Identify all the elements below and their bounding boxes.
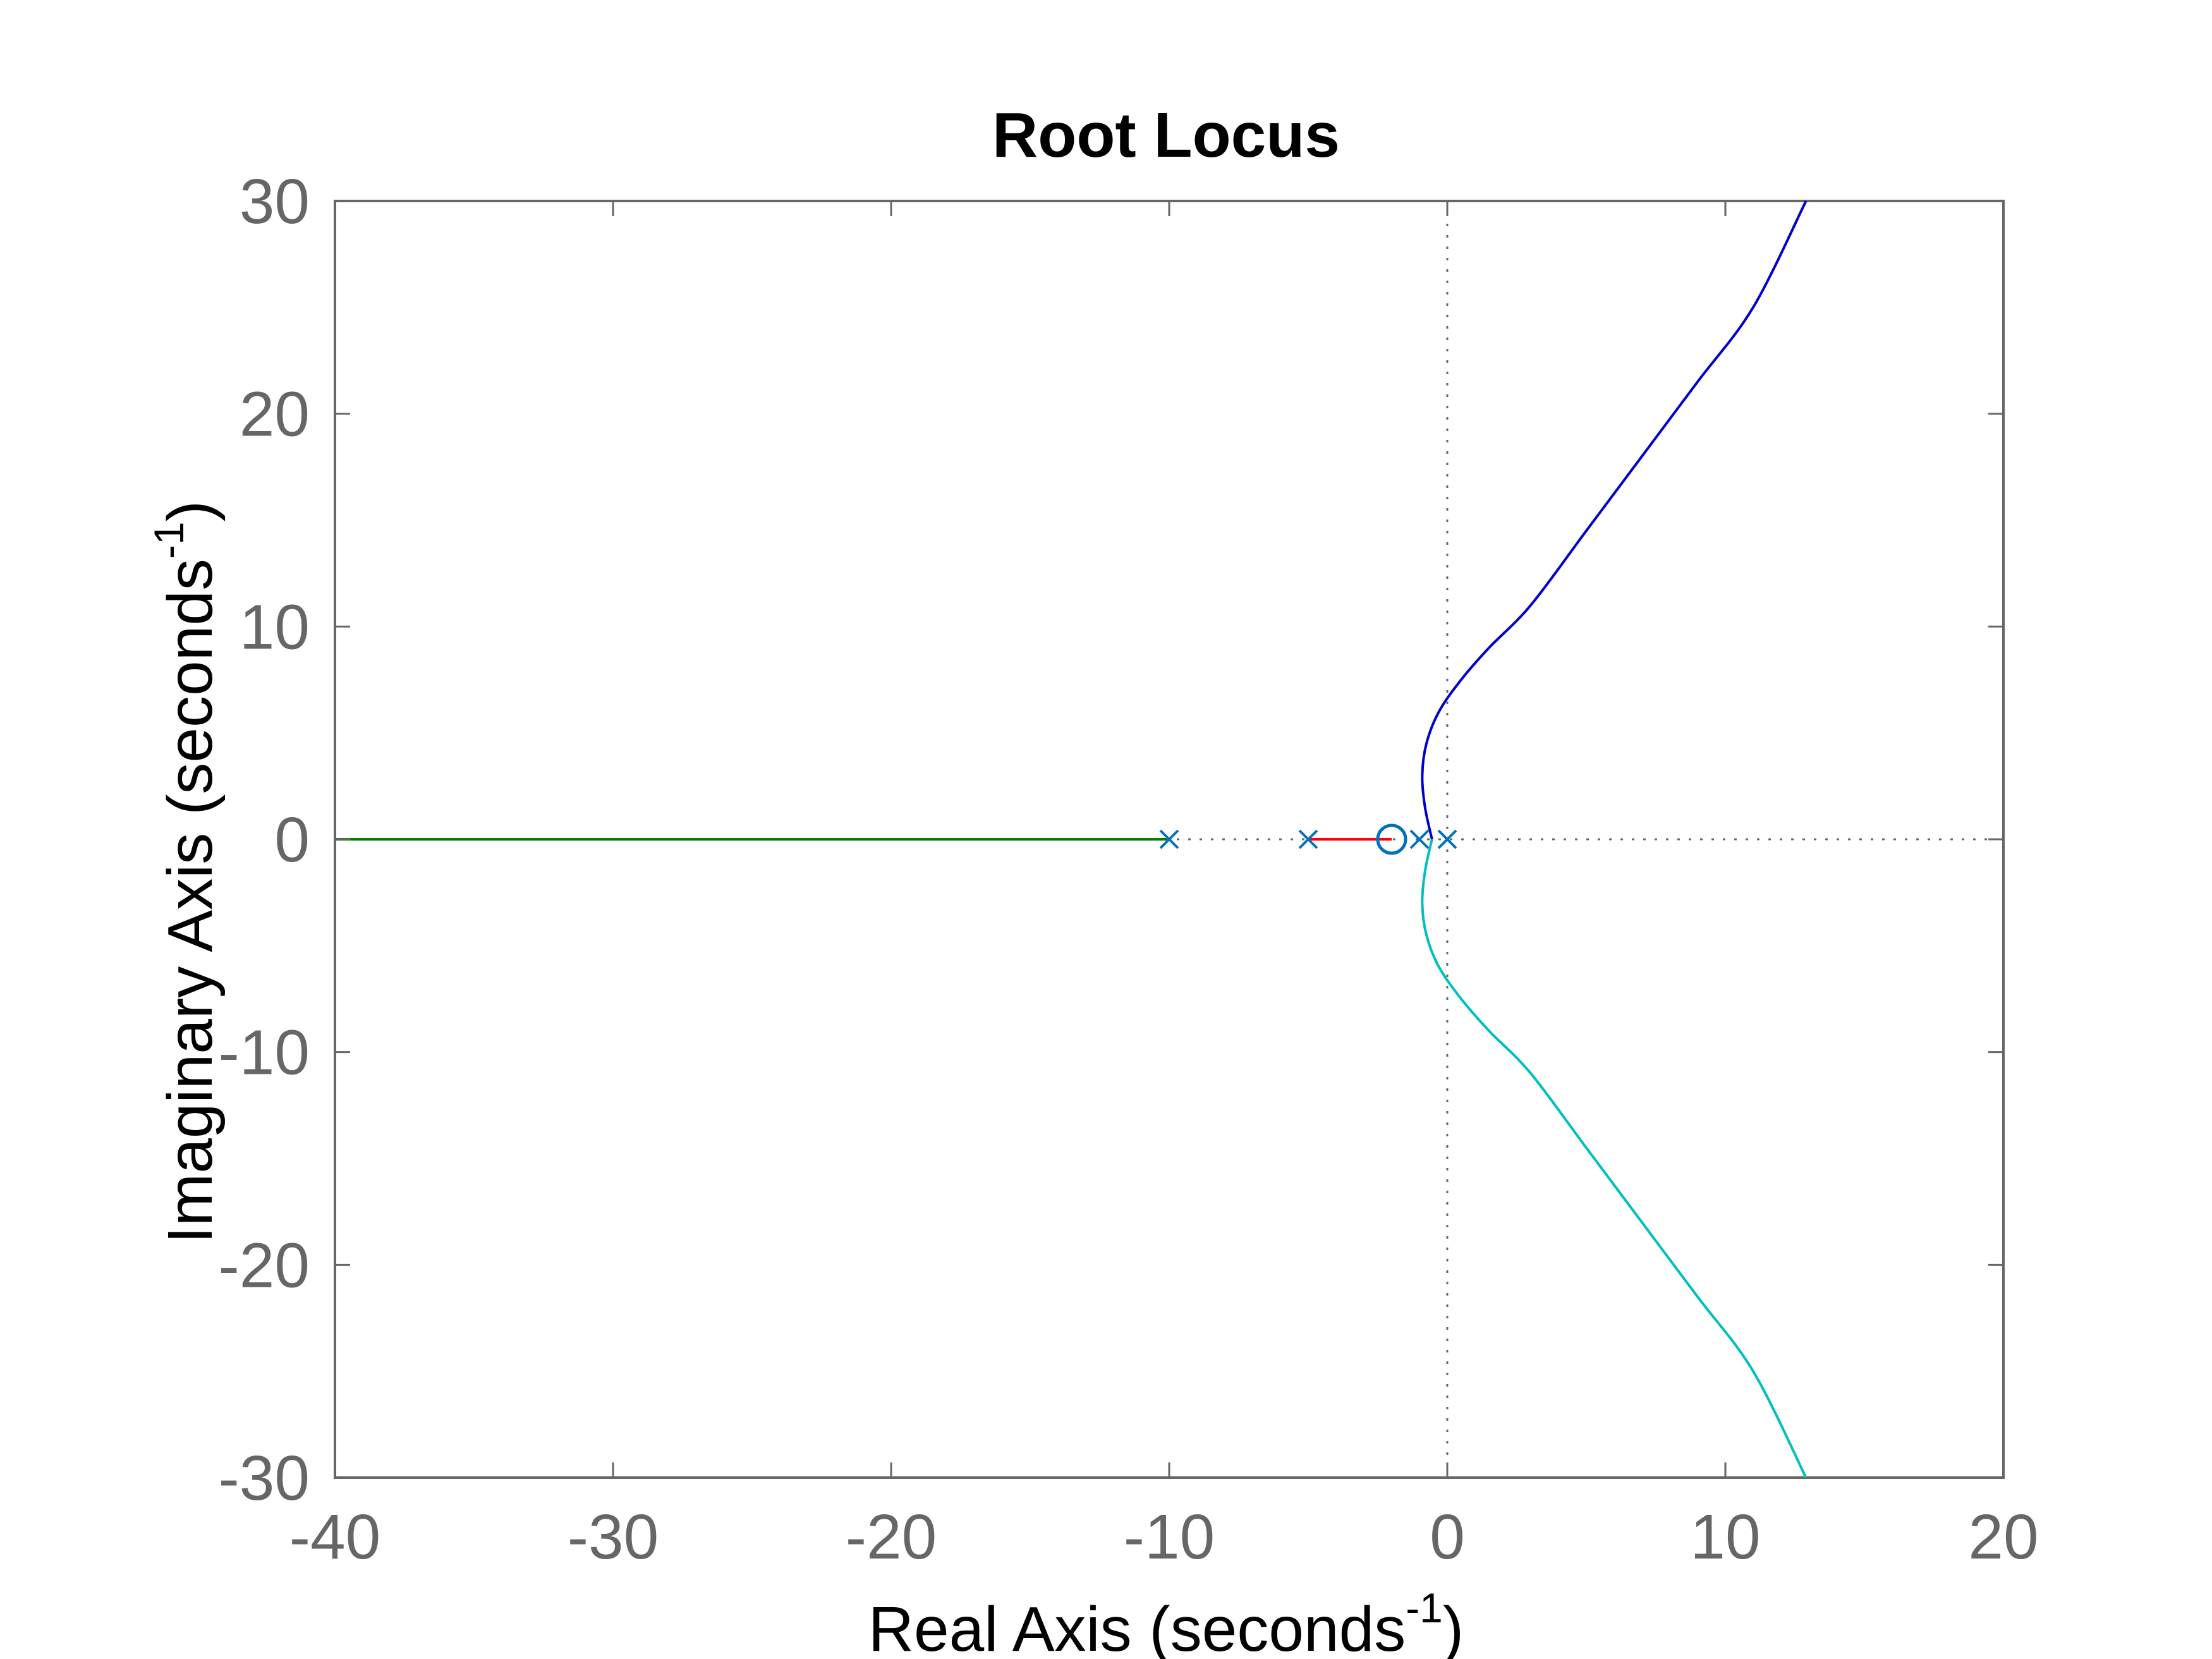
- pole-zero-markers: [1159, 823, 1457, 855]
- x-tick-label: 0: [1430, 1502, 1465, 1572]
- chart-title: Root Locus: [992, 100, 1340, 171]
- pole-marker-4: [1159, 829, 1179, 849]
- x-axis-label-close: ): [1443, 1594, 1464, 1659]
- x-tick-label: 10: [1690, 1502, 1760, 1572]
- locus-branch-1: [1421, 200, 1808, 840]
- y-tick-label: 20: [240, 379, 310, 450]
- y-tick-label: 30: [240, 166, 310, 237]
- y-tick-label: 10: [240, 592, 310, 662]
- zero-marker-1: [1376, 823, 1407, 855]
- y-axis-label-close: ): [155, 501, 226, 521]
- x-tick-label: 20: [1968, 1502, 2038, 1572]
- pole-marker-2: [1409, 829, 1430, 849]
- y-tick-label: -10: [218, 1018, 310, 1088]
- y-axis-label-text: Imaginary Axis (seconds: [155, 559, 226, 1244]
- x-tick-label: -20: [846, 1502, 937, 1572]
- x-axis-label-superscript: -1: [1406, 1584, 1443, 1631]
- y-tick-label: -20: [218, 1230, 310, 1301]
- x-tick-label: -10: [1124, 1502, 1215, 1572]
- pole-marker-3: [1298, 829, 1318, 849]
- x-tick-label: -30: [568, 1502, 659, 1572]
- y-tick-label: -30: [218, 1443, 310, 1514]
- y-tick-label: 0: [274, 805, 310, 875]
- x-tick-labels: -40 -30 -20 -10 0 10 20: [289, 1502, 2039, 1572]
- y-axis-label-superscript: -1: [145, 521, 192, 559]
- locus-branches: [335, 200, 1808, 1478]
- locus-branch-2: [1421, 839, 1808, 1478]
- plot-area: [334, 200, 2005, 1479]
- x-tick-label: -40: [289, 1502, 381, 1572]
- y-axis-label: Imaginary Axis (seconds-1): [145, 501, 226, 1244]
- pole-marker-1: [1437, 829, 1457, 849]
- y-tick-labels: -30 -20 -10 0 10 20 30: [218, 166, 310, 1514]
- x-axis-label: Real Axis (seconds-1): [868, 1584, 1464, 1659]
- x-axis-label-text: Real Axis (seconds: [868, 1594, 1406, 1659]
- axis-ticks: [334, 200, 2005, 1479]
